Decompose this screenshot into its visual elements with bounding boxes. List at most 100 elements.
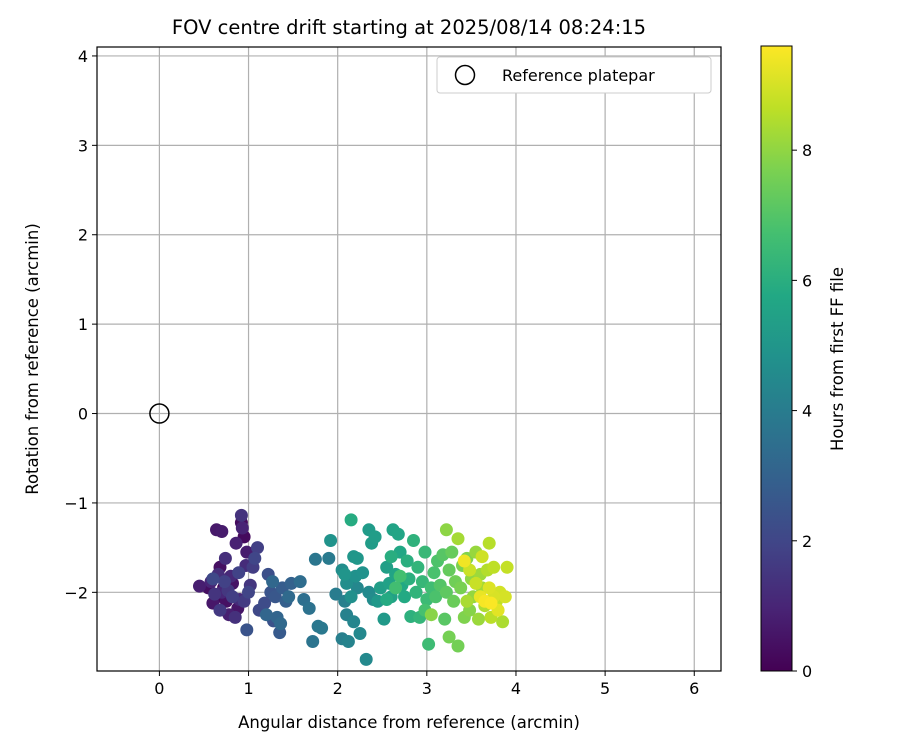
data-point: [350, 551, 364, 565]
x-tick-label: 3: [422, 679, 432, 698]
data-point: [482, 536, 496, 550]
y-tick-label: 4: [78, 47, 88, 66]
data-point: [439, 523, 453, 537]
colorbar-tick-label: 0: [802, 662, 812, 681]
y-axis-label: Rotation from reference (arcmin): [23, 223, 42, 495]
data-point: [228, 610, 242, 624]
data-point: [293, 575, 307, 589]
colorbar-tick-label: 6: [802, 271, 812, 290]
data-point: [457, 554, 471, 568]
data-point: [302, 601, 316, 615]
data-point: [445, 545, 459, 559]
data-point: [308, 552, 322, 566]
data-point: [451, 532, 465, 546]
data-point: [341, 635, 355, 648]
plot-frame: [96, 46, 722, 672]
data-point: [347, 615, 361, 629]
data-point: [424, 608, 438, 622]
data-point: [208, 587, 222, 601]
data-point: [248, 551, 262, 565]
data-point: [274, 617, 288, 631]
data-point: [451, 639, 465, 653]
data-point: [268, 590, 282, 604]
colorbar: [760, 45, 793, 672]
data-point: [193, 579, 206, 593]
colorbar-tick-label: 8: [802, 141, 812, 160]
colorbar-tick-label: 2: [802, 532, 812, 551]
data-point: [338, 567, 352, 581]
data-point: [422, 637, 436, 651]
legend-marker-icon: [454, 64, 476, 86]
data-point: [240, 623, 254, 637]
data-point: [359, 652, 373, 666]
y-tick-label: −2: [64, 583, 88, 602]
data-point: [213, 603, 227, 617]
data-point: [206, 572, 220, 586]
data-point: [353, 627, 367, 640]
y-tick-label: −1: [64, 494, 88, 513]
data-point: [429, 590, 443, 604]
data-point: [282, 590, 296, 604]
grid: [97, 47, 721, 671]
data-point: [447, 594, 461, 608]
data-point: [235, 521, 249, 535]
data-point: [482, 581, 496, 595]
legend-entry-reference-platepar: Reference platepar: [502, 66, 655, 85]
data-point: [356, 566, 370, 580]
x-tick-label: 1: [243, 679, 253, 698]
data-point: [400, 554, 414, 568]
data-point: [398, 590, 411, 604]
data-point: [306, 635, 320, 648]
data-point: [229, 536, 243, 550]
data-point: [418, 545, 432, 559]
data-point: [377, 612, 391, 626]
data-point: [315, 621, 329, 635]
data-point: [266, 575, 280, 589]
data-point: [487, 560, 501, 574]
data-point: [407, 534, 420, 547]
data-point: [496, 615, 510, 629]
data-point: [258, 596, 272, 610]
data-point: [393, 569, 407, 583]
data-point: [218, 575, 231, 589]
reference-platepar-marker: [149, 403, 170, 424]
data-point: [391, 527, 405, 541]
data-point: [438, 612, 452, 626]
data-point: [344, 590, 358, 604]
y-tick-label: 1: [78, 315, 88, 334]
data-point: [234, 508, 248, 522]
data-point: [344, 513, 358, 527]
x-tick-label: 5: [600, 679, 610, 698]
data-point: [226, 590, 239, 604]
y-tick-label: 2: [78, 226, 88, 245]
legend: Reference platepar: [436, 56, 712, 94]
colorbar-label: Hours from first FF file: [828, 267, 847, 451]
data-points: [193, 508, 514, 666]
data-point: [259, 608, 273, 622]
colorbar-tick-label: 4: [802, 402, 812, 421]
data-point: [368, 530, 382, 544]
data-point: [409, 585, 423, 599]
x-tick-label: 6: [689, 679, 699, 698]
data-point: [324, 534, 338, 547]
data-point: [500, 560, 514, 574]
x-tick-label: 2: [333, 679, 343, 698]
data-point: [454, 581, 468, 595]
data-point: [251, 541, 264, 555]
data-point: [427, 566, 441, 580]
x-tick-label: 4: [511, 679, 521, 698]
data-point: [242, 585, 255, 599]
data-point: [218, 551, 232, 565]
data-point: [215, 525, 229, 538]
y-tick-label: 0: [78, 405, 88, 424]
y-tick-label: 3: [78, 136, 88, 155]
data-point: [411, 560, 425, 574]
data-point: [484, 596, 498, 610]
data-point: [442, 630, 456, 644]
colorbar-ticks: 0 2 4 6 8: [792, 141, 812, 681]
data-point: [380, 593, 394, 606]
axis-ticks: 0 1 2 3 4 5 6 −2 −1 0 1 2 3 4: [64, 47, 699, 698]
data-point: [475, 550, 489, 564]
data-point: [442, 563, 456, 577]
